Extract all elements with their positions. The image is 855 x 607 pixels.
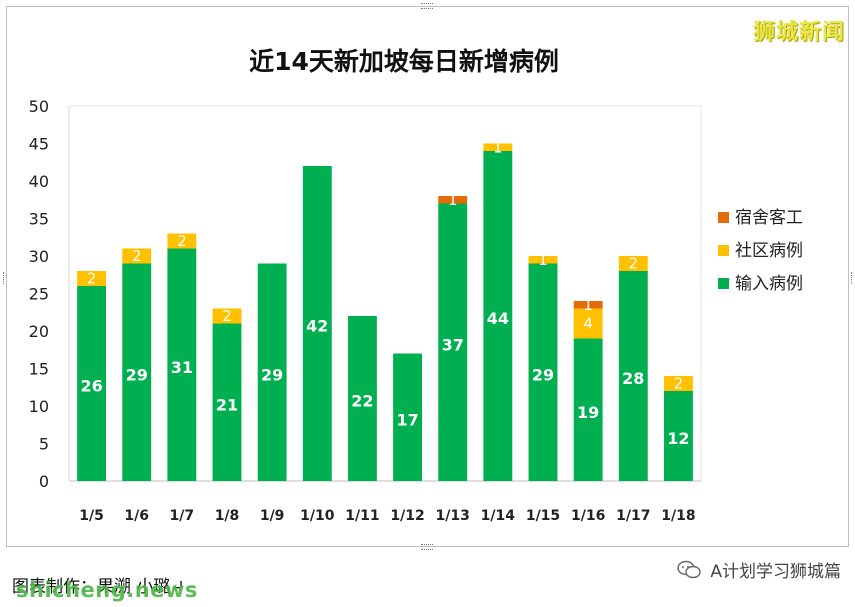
x-tick-label: 1/18 [661, 508, 695, 524]
legend-label: 输入病例 [735, 274, 803, 294]
data-label: 2 [177, 232, 187, 250]
bar-segment [618, 256, 648, 271]
legend-swatch [718, 212, 729, 223]
site-watermark: shicheng.news [16, 578, 198, 602]
bar-chart: 近14天新加坡每日新增病例 0 5 10 15 20 25 30 35 40 45 50 1/5 1/6… [29, 47, 803, 524]
data-label: 1 [493, 138, 503, 156]
data-label: 2 [629, 255, 639, 273]
bar-segment [573, 301, 603, 309]
y-tick-label: 35 [29, 210, 49, 229]
data-label: 28 [622, 369, 644, 388]
bar-segment [528, 263, 558, 481]
bar-segment [663, 391, 693, 481]
y-tick-label: 5 [39, 435, 49, 454]
chart-frame: 近14天新加坡每日新增病例 0 5 10 15 20 25 30 35 40 45 50 1/5 1/6… [6, 6, 849, 547]
x-tick-label: 1/9 [260, 508, 285, 524]
y-tick-label: 45 [29, 135, 49, 154]
bar-segment [167, 248, 197, 481]
bar-segment [618, 271, 648, 481]
x-tick-label: 1/12 [390, 508, 424, 524]
bar-segment [257, 263, 287, 481]
axes: 0 5 10 15 20 25 30 35 40 45 50 1/5 1/6 1/7 1/8 1/9 1/10 1… [29, 97, 702, 524]
y-tick-label: 40 [29, 172, 49, 191]
x-tick-label: 1/10 [300, 508, 335, 524]
data-label: 26 [80, 377, 102, 396]
y-tick-label: 20 [29, 322, 49, 341]
wechat-account-name: A计划学习狮城篇 [710, 562, 841, 582]
data-label: 22 [351, 392, 373, 411]
data-label: 1 [448, 191, 458, 209]
data-label: 42 [306, 317, 328, 336]
bar-segment [573, 308, 603, 339]
wechat-account: A计划学习狮城篇 [677, 557, 841, 585]
bar-segment [167, 233, 197, 249]
bar-segment [393, 353, 423, 481]
y-tick-label: 15 [29, 360, 49, 379]
data-label: 31 [171, 358, 193, 377]
x-tick-label: 1/6 [124, 508, 149, 524]
data-label: 1 [583, 296, 593, 314]
y-tick-label: 0 [39, 472, 49, 491]
data-label: 21 [216, 395, 238, 414]
resize-handle-right[interactable] [847, 272, 852, 284]
data-label: 2 [674, 375, 684, 393]
data-label: 12 [667, 429, 689, 448]
bar-segment [212, 323, 242, 481]
data-label: 4 [583, 315, 593, 333]
data-label: 29 [532, 365, 554, 384]
x-tick-label: 1/14 [481, 508, 516, 524]
x-tick-label: 1/15 [526, 508, 560, 524]
x-tick-label: 1/11 [345, 508, 379, 524]
bar-segment [122, 248, 152, 264]
bar-segment [212, 308, 242, 324]
x-tick-label: 1/13 [436, 508, 470, 524]
resize-handle-left[interactable] [3, 272, 8, 284]
bar-segment [573, 338, 603, 481]
bar-segment [122, 263, 152, 481]
data-label: 17 [396, 410, 418, 429]
data-label: 1 [538, 251, 548, 269]
bar-segment [77, 286, 107, 481]
x-tick-label: 1/7 [170, 508, 195, 524]
resize-handle-top[interactable] [421, 3, 433, 9]
data-label: 2 [222, 307, 232, 325]
data-label: 29 [126, 365, 148, 384]
bar-segment [483, 151, 513, 481]
bar-segment [302, 166, 332, 481]
bar-segment [438, 203, 468, 481]
legend-label: 社区病例 [735, 241, 803, 261]
data-label: 44 [487, 309, 509, 328]
wechat-icon [677, 560, 701, 585]
bar-segment [663, 376, 693, 391]
bar-segment [347, 316, 377, 481]
watermark-top: 狮城新闻 [752, 20, 845, 45]
x-tick-label: 1/16 [571, 508, 605, 524]
y-tick-label: 30 [29, 247, 49, 266]
legend-label: 宿舍客工 [735, 208, 803, 228]
y-tick-label: 10 [29, 397, 49, 416]
chart-title: 近14天新加坡每日新增病例 [249, 47, 559, 76]
data-label: 19 [577, 403, 599, 422]
bar-segment [438, 196, 468, 204]
bar-segment [528, 256, 558, 264]
x-tick-label: 1/5 [79, 508, 104, 524]
caption: 图表制作：果溯 小璐↵ [12, 577, 185, 597]
x-tick-label: 1/17 [616, 508, 650, 524]
bar-segment [483, 143, 513, 151]
x-tick-label: 1/8 [215, 508, 240, 524]
y-tick-label: 50 [29, 97, 49, 116]
legend-swatch [718, 245, 729, 256]
data-label: 2 [87, 270, 97, 288]
bar-segment [77, 271, 107, 286]
data-label: 2 [132, 247, 142, 265]
data-label: 37 [442, 335, 464, 354]
resize-handle-bottom[interactable] [421, 544, 433, 550]
y-tick-label: 25 [29, 285, 49, 304]
legend-swatch [718, 278, 729, 289]
data-label: 29 [261, 365, 283, 384]
